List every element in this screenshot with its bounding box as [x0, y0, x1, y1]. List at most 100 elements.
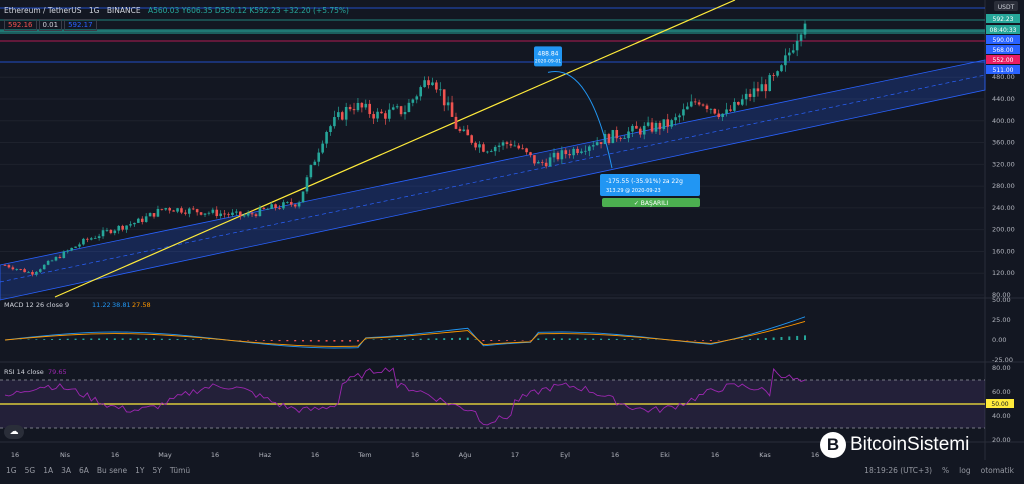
timeframe-6[interactable]: 1Y — [135, 466, 145, 475]
clock: 18:19:26 (UTC+3) — [864, 466, 933, 475]
timeframe-7[interactable]: 5Y — [152, 466, 162, 475]
macd-bar — [505, 340, 508, 341]
rsi-tick: 20.00 — [992, 436, 1011, 444]
candles — [3, 20, 807, 277]
candle-body — [86, 238, 89, 240]
candle-body — [195, 209, 199, 213]
macd-bar — [168, 338, 171, 340]
candle-body — [446, 102, 450, 106]
timeframe-5[interactable]: Bu sene — [96, 466, 128, 475]
candle-body — [42, 264, 46, 270]
percent-toggle[interactable]: % — [942, 466, 950, 475]
macd-line — [4, 316, 806, 349]
candle-body — [148, 213, 152, 217]
candle-body — [348, 106, 352, 110]
macd-bar — [631, 339, 634, 340]
timeframe-8[interactable]: Tümü — [169, 466, 191, 475]
interval[interactable]: 1G — [88, 6, 100, 15]
candle-body — [548, 157, 552, 167]
timeframe-2[interactable]: 1A — [43, 466, 54, 475]
peak-label: 488.84 — [538, 50, 559, 57]
timeframe-3[interactable]: 3A — [61, 466, 71, 475]
candle-body — [50, 260, 54, 262]
candle-body — [109, 230, 113, 234]
candle-body — [493, 146, 497, 152]
y-tick-label: 440.00 — [992, 95, 1015, 103]
symbol-name[interactable]: Ethereum / TetherUS — [4, 6, 82, 15]
candle-body — [658, 122, 662, 130]
candle-body — [278, 207, 281, 209]
macd-bar — [98, 338, 101, 340]
macd-value: 27.58 — [132, 301, 151, 309]
candle-body — [368, 103, 372, 115]
auto-toggle[interactable]: otomatik — [980, 466, 1014, 475]
macd-bar — [121, 338, 124, 340]
price-tag-label: 568.00 — [993, 47, 1014, 54]
candle-body — [791, 50, 795, 53]
x-tick-label: 16 — [811, 451, 819, 459]
candle-body — [325, 132, 328, 144]
candle-body — [156, 208, 160, 217]
candle-body — [242, 215, 246, 217]
macd-value: 11.22 — [92, 301, 111, 309]
macd-bar — [286, 340, 289, 342]
macd-bar — [160, 338, 163, 340]
candle-body — [117, 225, 121, 231]
macd-bar — [396, 339, 399, 340]
macd-bar — [466, 337, 469, 340]
candle-body — [305, 177, 309, 192]
log-toggle[interactable]: log — [959, 466, 971, 475]
candle-body — [168, 208, 172, 211]
x-tick-label: 16 — [411, 451, 419, 459]
macd-bar — [788, 336, 791, 340]
candle-body — [356, 102, 360, 111]
rsi-level-tag — [986, 399, 1014, 408]
symbol-header: Ethereum / TetherUS 1G BINANCE A560.03 Y… — [4, 6, 354, 15]
macd-bar — [58, 338, 61, 340]
y-tick-label: 120.00 — [992, 269, 1015, 277]
timeframe-4[interactable]: 6A — [79, 466, 89, 475]
cloud-icon[interactable]: ☁ — [4, 425, 24, 439]
candle-body — [560, 150, 564, 160]
macd-bar — [615, 338, 618, 340]
timeframe-0[interactable]: 1G — [6, 466, 17, 475]
price-tag-label: 552.00 — [993, 57, 1014, 64]
candle-body — [344, 106, 348, 120]
candle-body — [329, 126, 332, 133]
candle-body — [62, 251, 66, 259]
macd-bar — [200, 339, 203, 340]
candle-body — [411, 99, 415, 103]
candle-body — [788, 52, 791, 56]
candle-body — [427, 80, 430, 86]
candle-body — [27, 272, 30, 273]
x-tick-label: Kas — [759, 451, 771, 459]
candle-body — [666, 119, 670, 127]
price-tag — [986, 65, 1020, 74]
candle-body — [615, 130, 619, 139]
candle-body — [458, 128, 462, 132]
candle-body — [474, 142, 477, 148]
macd-bar — [709, 340, 712, 341]
candle-body — [525, 148, 528, 153]
macd-bar — [592, 338, 595, 340]
macd-value: 38.81 — [112, 301, 131, 309]
x-tick-label: Tem — [357, 451, 371, 459]
candle-body — [733, 101, 736, 111]
candle-body — [466, 129, 470, 136]
bid-button[interactable]: 592.16 — [4, 19, 37, 31]
candle-body — [180, 208, 183, 213]
price-tag — [986, 45, 1020, 54]
candle-body — [125, 225, 128, 230]
macd-bar — [82, 338, 85, 340]
timeframe-1[interactable]: 5G — [24, 466, 36, 475]
price-tag-label: 590.00 — [993, 37, 1014, 44]
ask-button[interactable]: 592.17 — [64, 19, 97, 31]
candle-body — [662, 119, 666, 130]
candle-body — [674, 117, 677, 121]
candle-body — [207, 212, 211, 214]
macd-bar — [317, 340, 320, 342]
candle-body — [35, 271, 38, 275]
candle-body — [89, 238, 93, 240]
macd-bar — [43, 339, 46, 340]
